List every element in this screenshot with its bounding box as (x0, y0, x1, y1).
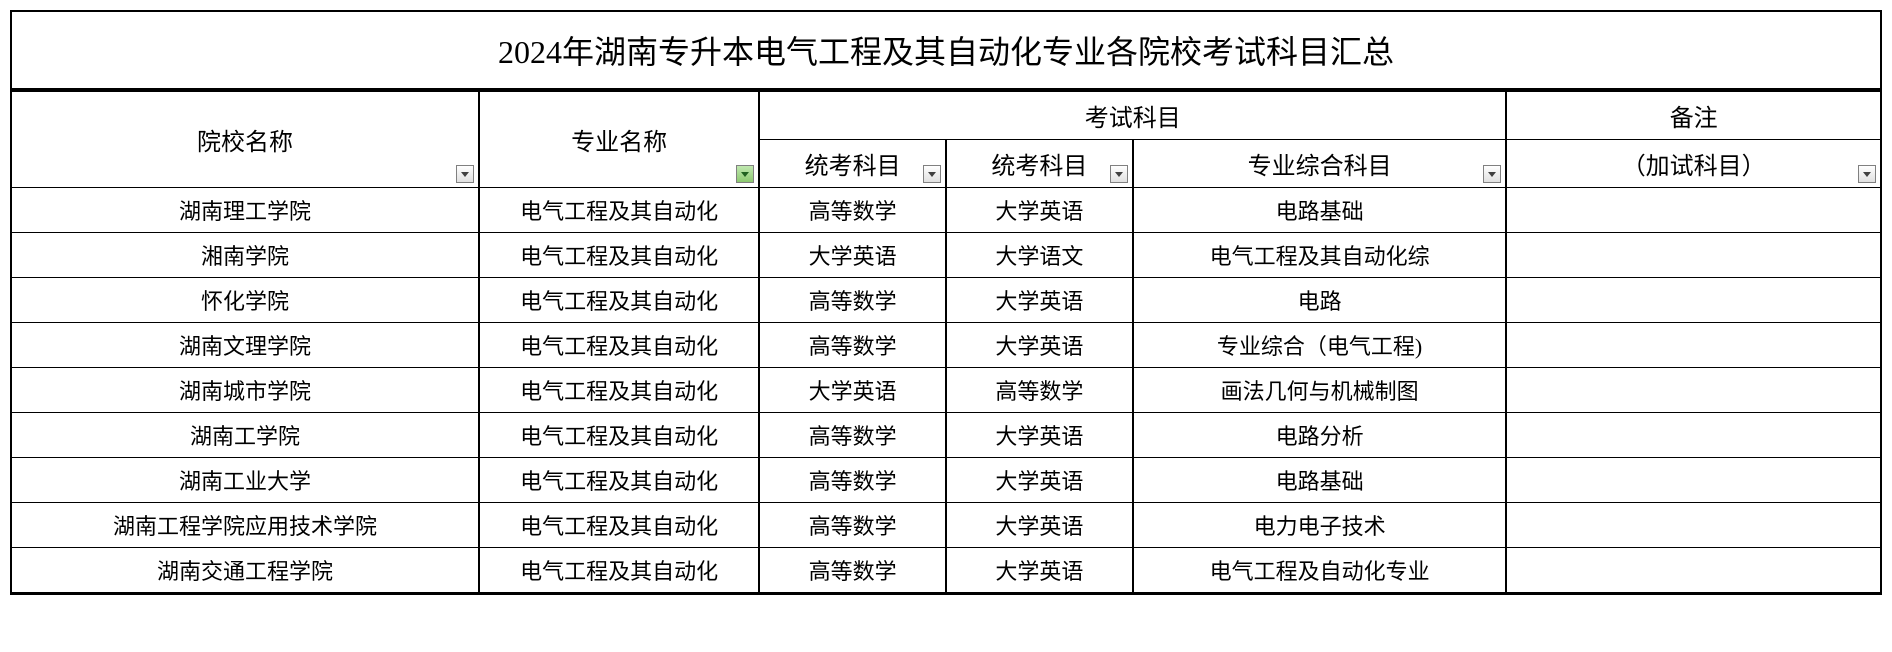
cell-school: 湖南理工学院 (12, 188, 479, 233)
header-sub1[interactable]: 统考科目 (759, 140, 946, 188)
cell-note (1506, 458, 1880, 503)
cell-note (1506, 323, 1880, 368)
cell-major: 电气工程及其自动化 (479, 233, 759, 278)
cell-sub2: 大学英语 (946, 278, 1133, 323)
header-sub2-label: 统考科目 (991, 154, 1087, 180)
cell-sub3: 电路 (1133, 278, 1507, 323)
header-school-label: 院校名称 (197, 130, 293, 156)
cell-school: 湖南工程学院应用技术学院 (12, 503, 479, 548)
filter-dropdown-icon[interactable] (1483, 165, 1501, 183)
filter-dropdown-icon[interactable] (923, 165, 941, 183)
header-sub3-label: 专业综合科目 (1248, 154, 1392, 180)
cell-school: 湘南学院 (12, 233, 479, 278)
cell-major: 电气工程及其自动化 (479, 413, 759, 458)
cell-sub1: 高等数学 (759, 323, 946, 368)
cell-sub1: 高等数学 (759, 458, 946, 503)
table-container: 2024年湖南专升本电气工程及其自动化专业各院校考试科目汇总 院校名称 专业名称 (10, 10, 1882, 595)
filter-dropdown-icon[interactable] (736, 165, 754, 183)
cell-sub3: 电路基础 (1133, 458, 1507, 503)
cell-sub3: 电气工程及自动化专业 (1133, 548, 1507, 593)
cell-major: 电气工程及其自动化 (479, 458, 759, 503)
cell-sub1: 高等数学 (759, 278, 946, 323)
cell-sub3: 电气工程及其自动化综 (1133, 233, 1507, 278)
table-row: 湖南工学院电气工程及其自动化高等数学大学英语电路分析 (12, 413, 1880, 458)
page-title: 2024年湖南专升本电气工程及其自动化专业各院校考试科目汇总 (12, 12, 1880, 90)
cell-sub3: 电路基础 (1133, 188, 1507, 233)
cell-sub3: 专业综合（电气工程) (1133, 323, 1507, 368)
cell-sub2: 大学英语 (946, 413, 1133, 458)
filter-dropdown-icon[interactable] (1858, 165, 1876, 183)
header-exam-group: 考试科目 (759, 91, 1506, 140)
cell-sub1: 高等数学 (759, 548, 946, 593)
filter-dropdown-icon[interactable] (1110, 165, 1128, 183)
cell-school: 湖南交通工程学院 (12, 548, 479, 593)
cell-sub3: 画法几何与机械制图 (1133, 368, 1507, 413)
cell-sub3: 电力电子技术 (1133, 503, 1507, 548)
cell-sub1: 大学英语 (759, 233, 946, 278)
table-row: 湖南文理学院电气工程及其自动化高等数学大学英语专业综合（电气工程) (12, 323, 1880, 368)
cell-school: 湖南城市学院 (12, 368, 479, 413)
table-row: 湖南交通工程学院电气工程及其自动化高等数学大学英语电气工程及自动化专业 (12, 548, 1880, 593)
header-note-sub-label: （加试科目） (1622, 154, 1766, 180)
cell-sub2: 大学英语 (946, 188, 1133, 233)
header-note: 备注 (1506, 91, 1880, 140)
cell-sub2: 大学英语 (946, 503, 1133, 548)
cell-sub2: 大学英语 (946, 458, 1133, 503)
table-row: 湘南学院电气工程及其自动化大学英语大学语文电气工程及其自动化综 (12, 233, 1880, 278)
cell-sub1: 高等数学 (759, 503, 946, 548)
header-note-sub[interactable]: （加试科目） (1506, 140, 1880, 188)
cell-note (1506, 188, 1880, 233)
cell-sub2: 高等数学 (946, 368, 1133, 413)
cell-school: 湖南工学院 (12, 413, 479, 458)
cell-major: 电气工程及其自动化 (479, 548, 759, 593)
header-school[interactable]: 院校名称 (12, 91, 479, 188)
cell-major: 电气工程及其自动化 (479, 278, 759, 323)
table-row: 湖南工业大学电气工程及其自动化高等数学大学英语电路基础 (12, 458, 1880, 503)
cell-sub2: 大学英语 (946, 548, 1133, 593)
header-sub2[interactable]: 统考科目 (946, 140, 1133, 188)
cell-school: 怀化学院 (12, 278, 479, 323)
cell-note (1506, 503, 1880, 548)
filter-dropdown-icon[interactable] (456, 165, 474, 183)
cell-note (1506, 233, 1880, 278)
cell-note (1506, 368, 1880, 413)
cell-sub1: 大学英语 (759, 368, 946, 413)
cell-sub3: 电路分析 (1133, 413, 1507, 458)
header-major-label: 专业名称 (571, 130, 667, 156)
cell-major: 电气工程及其自动化 (479, 323, 759, 368)
cell-sub2: 大学英语 (946, 323, 1133, 368)
cell-major: 电气工程及其自动化 (479, 188, 759, 233)
cell-school: 湖南文理学院 (12, 323, 479, 368)
header-major[interactable]: 专业名称 (479, 91, 759, 188)
cell-sub2: 大学语文 (946, 233, 1133, 278)
cell-school: 湖南工业大学 (12, 458, 479, 503)
header-sub3[interactable]: 专业综合科目 (1133, 140, 1507, 188)
cell-sub1: 高等数学 (759, 188, 946, 233)
table-row: 湖南城市学院电气工程及其自动化大学英语高等数学画法几何与机械制图 (12, 368, 1880, 413)
data-table: 院校名称 专业名称 考试科目 备注 统考科目 (12, 90, 1880, 593)
cell-note (1506, 413, 1880, 458)
cell-major: 电气工程及其自动化 (479, 503, 759, 548)
table-row: 怀化学院电气工程及其自动化高等数学大学英语电路 (12, 278, 1880, 323)
cell-sub1: 高等数学 (759, 413, 946, 458)
table-row: 湖南工程学院应用技术学院电气工程及其自动化高等数学大学英语电力电子技术 (12, 503, 1880, 548)
cell-major: 电气工程及其自动化 (479, 368, 759, 413)
cell-note (1506, 548, 1880, 593)
header-sub1-label: 统考科目 (805, 154, 901, 180)
table-row: 湖南理工学院电气工程及其自动化高等数学大学英语电路基础 (12, 188, 1880, 233)
cell-note (1506, 278, 1880, 323)
